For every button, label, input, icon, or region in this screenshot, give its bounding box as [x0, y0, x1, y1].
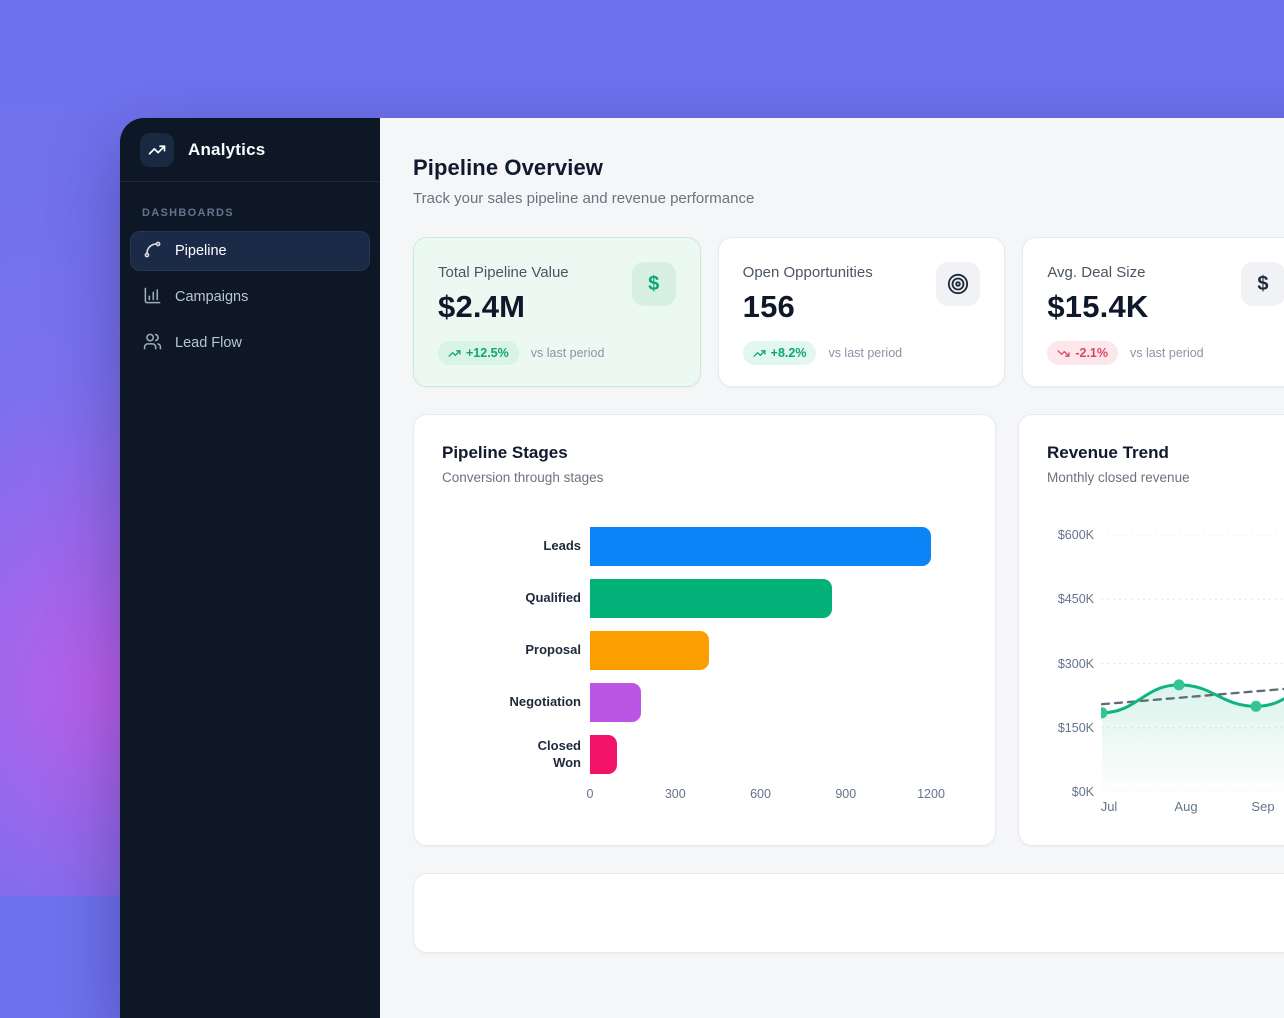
stat-value: 156 — [742, 289, 795, 324]
trending-up-icon — [140, 132, 174, 167]
revenue-trend-card: Revenue Trend Monthly closed revenue $60… — [1018, 414, 1284, 846]
x-axis-labels: JulAugSepOct — [1101, 799, 1284, 817]
stat-label: Open Opportunities — [742, 264, 873, 281]
y-tick-label: $450K — [1057, 592, 1094, 607]
sidebar: Analytics DASHBOARDS Pipeline Campaigns — [120, 118, 380, 1018]
chart-subtitle: Conversion through stages — [442, 470, 604, 485]
revenue-line — [1101, 683, 1284, 715]
chart-title: Revenue Trend — [1047, 443, 1169, 462]
stat-label: Avg. Deal Size — [1047, 264, 1146, 281]
bar-track — [590, 579, 931, 618]
x-tick-label: Jul — [1100, 799, 1118, 814]
bar-row: Negotiation — [442, 683, 967, 722]
y-axis-labels: $600K $450K $300K $150K $0K — [1047, 528, 1101, 799]
stat-card-total-pipeline-value: Total Pipeline Value $2.4M +12.5% vs las… — [413, 237, 701, 387]
stat-suffix: vs last period — [828, 346, 903, 360]
users-icon — [143, 332, 162, 355]
bar-track — [590, 683, 931, 722]
bar-track — [590, 631, 931, 670]
revenue-trend-line-chart — [1101, 535, 1284, 792]
trending-up-icon — [448, 349, 461, 357]
x-tick-label: 300 — [664, 787, 686, 801]
dollar-icon: $ — [1240, 262, 1284, 306]
bar-category-label: Qualified — [525, 590, 581, 606]
x-tick-label: 0 — [586, 787, 594, 801]
app-window: Analytics DASHBOARDS Pipeline Campaigns — [120, 118, 1284, 1018]
bar-track — [590, 527, 931, 566]
spline-icon — [143, 240, 162, 263]
bar — [590, 735, 617, 774]
bar-chart-x-axis: 0 300 600 900 1200 — [586, 787, 945, 807]
bar-category-label: Closed Won — [537, 738, 581, 770]
delta-badge: +8.2% — [742, 341, 817, 365]
sidebar-item-campaigns[interactable]: Campaigns — [130, 277, 370, 317]
stat-card-avg-deal-size: Avg. Deal Size $15.4K -2.1% vs last peri… — [1022, 237, 1284, 387]
delta-badge: +12.5% — [438, 341, 519, 365]
x-tick-label: 900 — [835, 787, 857, 801]
stat-cards-row: Total Pipeline Value $2.4M +12.5% vs las… — [413, 237, 1284, 387]
bar-chart-icon — [143, 286, 162, 309]
revenue-area — [1102, 684, 1284, 792]
y-tick-label: $600K — [1057, 528, 1094, 542]
main-content: Pipeline Overview Track your sales pipel… — [380, 118, 1284, 1018]
brand-name: Analytics — [188, 139, 266, 159]
y-tick-label: $0K — [1071, 785, 1094, 799]
bar-row: Leads — [442, 527, 967, 566]
page-title: Pipeline Overview — [413, 155, 604, 180]
stat-value: $2.4M — [438, 289, 526, 324]
sidebar-item-label: Campaigns — [175, 289, 249, 305]
brand: Analytics — [120, 118, 380, 182]
bar-row: Qualified — [442, 579, 967, 618]
chart-subtitle: Monthly closed revenue — [1047, 470, 1190, 485]
delta-badge: -2.1% — [1047, 341, 1118, 365]
dollar-icon: $ — [631, 262, 676, 306]
bar-category-label: Negotiation — [509, 694, 582, 710]
sidebar-item-lead-flow[interactable]: Lead Flow — [130, 323, 370, 363]
x-tick-label: Aug — [1174, 799, 1198, 814]
bar-track — [590, 735, 931, 774]
sidebar-item-label: Pipeline — [175, 243, 227, 259]
page-subtitle: Track your sales pipeline and revenue pe… — [413, 190, 755, 207]
bar — [590, 527, 931, 566]
x-tick-label: 600 — [750, 787, 771, 801]
target-icon — [936, 262, 981, 306]
bar-row: Closed Won — [442, 735, 967, 774]
stat-suffix: vs last period — [1129, 346, 1204, 360]
bar — [590, 631, 710, 670]
bar — [590, 579, 832, 618]
trending-down-icon — [1057, 349, 1070, 357]
y-tick-label: $150K — [1057, 720, 1094, 735]
stat-label: Total Pipeline Value — [438, 264, 569, 281]
stat-value: $15.4K — [1047, 289, 1149, 324]
sidebar-item-label: Lead Flow — [175, 335, 242, 351]
pipeline-stages-card: Pipeline Stages Conversion through stage… — [413, 414, 996, 846]
bar-category-label: Proposal — [525, 642, 581, 658]
y-tick-label: $300K — [1057, 656, 1094, 671]
charts-row: Pipeline Stages Conversion through stage… — [413, 414, 1284, 846]
stat-suffix: vs last period — [530, 346, 605, 360]
stat-card-open-opportunities: Open Opportunities 156 +8.2% vs last per… — [717, 237, 1006, 387]
x-tick-label: 1200 — [917, 787, 945, 801]
bar — [590, 683, 642, 722]
sidebar-nav: Pipeline Campaigns Lead Flow — [120, 231, 380, 363]
trending-up-icon — [753, 349, 766, 357]
bar-row: Proposal — [442, 631, 967, 670]
bottom-card-partial — [413, 873, 1284, 953]
bar-category-label: Leads — [543, 538, 581, 554]
sidebar-item-pipeline[interactable]: Pipeline — [130, 231, 370, 271]
sidebar-section-label: DASHBOARDS — [142, 207, 234, 219]
pipeline-stages-bar-chart: Leads Qualified Proposal Negotiation Closed … — [442, 527, 967, 807]
x-tick-label: Sep — [1251, 799, 1275, 814]
chart-title: Pipeline Stages — [442, 443, 568, 462]
